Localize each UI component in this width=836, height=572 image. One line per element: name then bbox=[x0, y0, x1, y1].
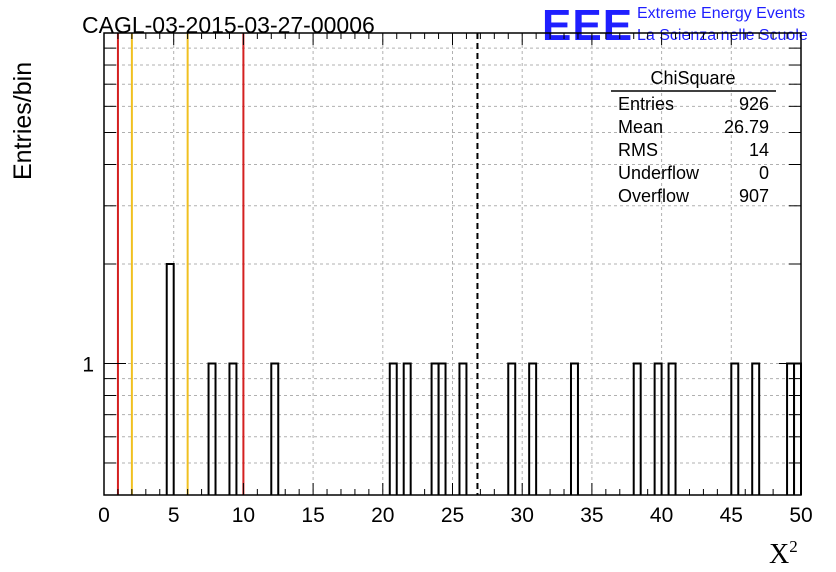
eee-logo: EEE Extreme Energy Events La Scienza nel… bbox=[542, 1, 808, 50]
stats-value: 907 bbox=[739, 186, 769, 206]
histogram-bar bbox=[458, 362, 468, 495]
reference-lines bbox=[116, 33, 245, 495]
axis-ticks bbox=[103, 32, 802, 495]
x-tick-label: 25 bbox=[441, 504, 464, 527]
histogram-bar bbox=[430, 362, 440, 495]
x-tick-label: 0 bbox=[98, 504, 110, 527]
stats-value: 14 bbox=[749, 140, 769, 160]
histogram-bar bbox=[507, 362, 517, 495]
stats-box: ChiSquare Entries 926 Mean 26.79 RMS 14 Underf… bbox=[611, 68, 776, 206]
stats-label: Underflow bbox=[618, 163, 700, 183]
stats-value: 26.79 bbox=[724, 117, 769, 137]
histogram-bar bbox=[569, 362, 579, 495]
x-tick-label: 40 bbox=[650, 504, 673, 527]
eee-logo-line2: La Scienza nelle Scuole bbox=[637, 27, 808, 44]
histogram-bar bbox=[388, 362, 398, 495]
histogram-bar bbox=[402, 362, 412, 495]
y-axis-label: Entries/bin bbox=[9, 62, 37, 180]
histogram-bar bbox=[786, 362, 796, 495]
histogram-bar bbox=[207, 362, 217, 495]
x-tick-label: 10 bbox=[232, 504, 255, 527]
eee-logo-text: EEE bbox=[542, 1, 633, 50]
histogram-bars bbox=[165, 263, 802, 495]
stats-title: ChiSquare bbox=[650, 68, 735, 88]
histogram-bar bbox=[653, 362, 663, 495]
histogram-bar bbox=[730, 362, 740, 495]
y-tick-label: 1 bbox=[82, 353, 94, 376]
stats-label: Overflow bbox=[618, 186, 690, 206]
histogram-bar bbox=[632, 362, 642, 495]
histogram-bar bbox=[528, 362, 538, 495]
eee-logo-line1: Extreme Energy Events bbox=[637, 5, 805, 22]
x-tick-label: 20 bbox=[371, 504, 394, 527]
histogram-bar bbox=[165, 263, 175, 495]
x-axis-label-base: X bbox=[769, 539, 789, 570]
x-axis-label: X2 bbox=[769, 537, 798, 570]
x-tick-label: 15 bbox=[301, 504, 324, 527]
histogram-bar bbox=[751, 362, 761, 495]
x-tick-labels: 0 5 10 15 20 25 30 35 40 45 50 bbox=[98, 504, 813, 527]
x-tick-label: 5 bbox=[168, 504, 180, 527]
x-tick-label: 30 bbox=[511, 504, 534, 527]
histogram-bar bbox=[270, 362, 280, 495]
histogram-bar bbox=[437, 362, 447, 495]
histogram-bar bbox=[793, 362, 802, 495]
x-tick-label: 50 bbox=[789, 504, 812, 527]
x-tick-label: 35 bbox=[580, 504, 603, 527]
x-tick-label: 45 bbox=[720, 504, 743, 527]
stats-label: RMS bbox=[618, 140, 658, 160]
y-tick-labels: 1 bbox=[82, 353, 94, 376]
stats-label: Entries bbox=[618, 94, 674, 114]
stats-rows: Entries 926 Mean 26.79 RMS 14 Underflow 0 Overfl… bbox=[618, 94, 769, 206]
stats-value: 926 bbox=[739, 94, 769, 114]
x-axis-label-superscript: 2 bbox=[789, 537, 798, 556]
chart-title: CAGL-03-2015-03-27-00006 bbox=[82, 12, 375, 38]
stats-label: Mean bbox=[618, 117, 663, 137]
histogram-bar bbox=[667, 362, 677, 495]
stats-value: 0 bbox=[759, 163, 769, 183]
histogram-bar bbox=[228, 362, 238, 495]
